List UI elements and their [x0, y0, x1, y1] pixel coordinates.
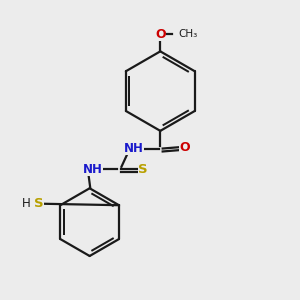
Text: O: O — [155, 28, 166, 41]
Text: NH: NH — [82, 163, 103, 176]
Text: H: H — [22, 197, 31, 210]
Text: S: S — [138, 163, 148, 176]
Text: CH₃: CH₃ — [178, 29, 197, 39]
Text: NH: NH — [124, 142, 144, 155]
Text: O: O — [180, 141, 190, 154]
Text: S: S — [34, 197, 44, 210]
